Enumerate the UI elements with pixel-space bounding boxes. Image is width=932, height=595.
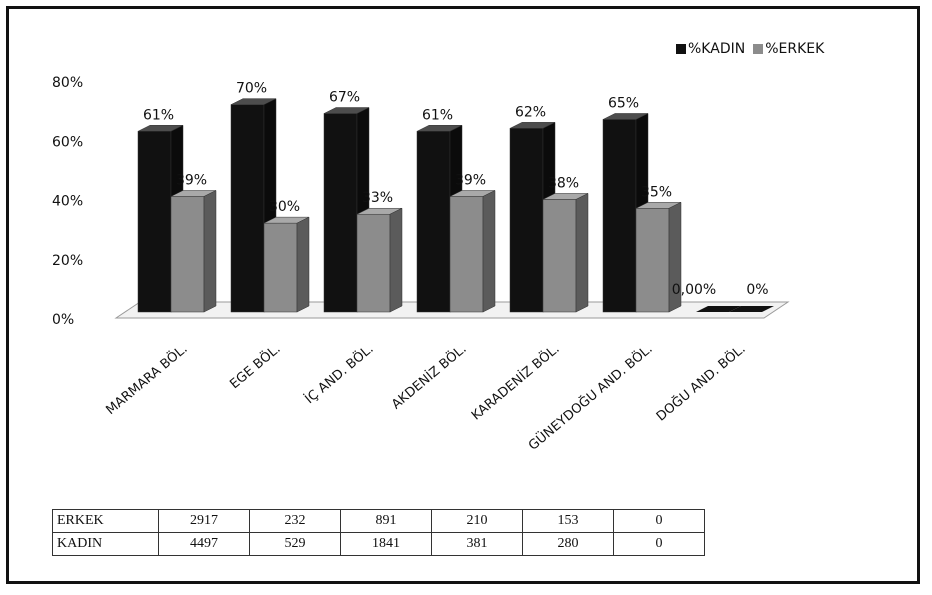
data-label: 39% — [176, 172, 207, 188]
data-label: 61% — [422, 107, 453, 123]
bar — [170, 190, 217, 313]
data-label: 39% — [455, 172, 486, 188]
bar-top — [729, 306, 774, 312]
bar-front — [230, 104, 265, 313]
bar-side — [296, 216, 310, 313]
bar-front — [635, 208, 670, 313]
bar — [635, 201, 682, 313]
table-cell: 4497 — [158, 532, 250, 556]
bars — [137, 98, 774, 313]
bar-side — [203, 190, 217, 313]
bar — [542, 193, 589, 313]
data-label: 62% — [515, 104, 546, 120]
bar-front — [602, 119, 637, 313]
y-axis-ticks: 0% 20% 40% 60% 80% — [52, 75, 83, 328]
bar-top — [696, 306, 741, 312]
legend-swatch-erkek — [753, 44, 764, 54]
table-cell: 0 — [613, 532, 705, 556]
bar-front — [356, 213, 391, 313]
bar — [356, 207, 403, 313]
table-row: ERKEK 2917 232 891 210 153 0 — [52, 509, 705, 533]
bar — [696, 306, 741, 312]
y-tick-label: 60% — [52, 134, 83, 150]
x-tick-label: EGE BÖL. — [226, 340, 284, 392]
bar-front — [263, 222, 298, 313]
y-tick-label: 20% — [52, 253, 83, 269]
table-cell: 232 — [249, 509, 341, 533]
bar-side — [668, 201, 682, 313]
table-cell: 381 — [431, 532, 523, 556]
bar-front — [509, 128, 544, 313]
table-cell: 529 — [249, 532, 341, 556]
table-cell: 2917 — [158, 509, 250, 533]
bar-side — [389, 207, 403, 313]
table-cell: 1841 — [340, 532, 432, 556]
x-axis-labels: MARMARA BÖL. EGE BÖL. İÇ AND. BÖL. AKDENİZ … — [102, 340, 748, 454]
data-label: 65% — [608, 95, 639, 111]
table-cell: 0 — [613, 509, 705, 533]
data-label: 0,00% — [672, 282, 716, 298]
bar — [263, 216, 310, 313]
bar — [230, 98, 277, 313]
table-row: KADIN 4497 529 1841 381 280 0 — [52, 532, 705, 556]
table-cell: 210 — [431, 509, 523, 533]
data-label: 33% — [362, 190, 393, 206]
table-cell: 153 — [522, 509, 614, 533]
row-label: KADIN — [52, 532, 159, 556]
y-tick-label: 80% — [52, 75, 83, 91]
legend-swatch-kadin — [676, 44, 686, 54]
data-label: 0% — [746, 282, 768, 298]
bar-side — [575, 193, 589, 313]
row-label: ERKEK — [52, 509, 159, 533]
bar-side — [482, 190, 496, 313]
legend-item-erkek: %ERKEK — [753, 41, 824, 57]
data-labels: 61% 39% 70% 30% 67% 33% 61% 39% 62% 38% 65% 35% 0,00… — [143, 81, 769, 298]
data-label: 35% — [641, 184, 672, 200]
bar-front — [170, 196, 205, 313]
data-table: ERKEK 2917 232 891 210 153 0 KADIN 4497 … — [52, 509, 705, 556]
bar-front — [416, 131, 451, 313]
legend-label-kadin: %KADIN — [688, 41, 746, 57]
data-label: 38% — [548, 175, 579, 191]
table-cell: 280 — [522, 532, 614, 556]
bar-front — [449, 196, 484, 313]
y-tick-label: 0% — [52, 312, 74, 328]
x-tick-label: İÇ AND. BÖL. — [301, 340, 376, 407]
y-tick-label: 40% — [52, 194, 83, 210]
data-label: 30% — [269, 199, 300, 215]
data-label: 61% — [143, 107, 174, 123]
legend-item-kadin: %KADIN — [676, 41, 745, 57]
x-tick-label: KARADENİZ BÖL. — [468, 340, 563, 424]
x-tick-label: AKDENİZ BÖL. — [388, 340, 470, 413]
legend: %KADIN %ERKEK — [676, 41, 832, 57]
bar — [729, 306, 774, 312]
bar — [449, 190, 496, 313]
data-label: 70% — [236, 81, 267, 97]
legend-label-erkek: %ERKEK — [765, 41, 825, 57]
data-label: 67% — [329, 90, 360, 106]
x-tick-label: MARMARA BÖL. — [102, 340, 190, 418]
bar-front — [323, 113, 358, 313]
bar-front — [542, 199, 577, 313]
table-cell: 891 — [340, 509, 432, 533]
x-tick-label: DOĞU AND. BÖL. — [652, 340, 748, 424]
bar-front — [137, 131, 172, 313]
